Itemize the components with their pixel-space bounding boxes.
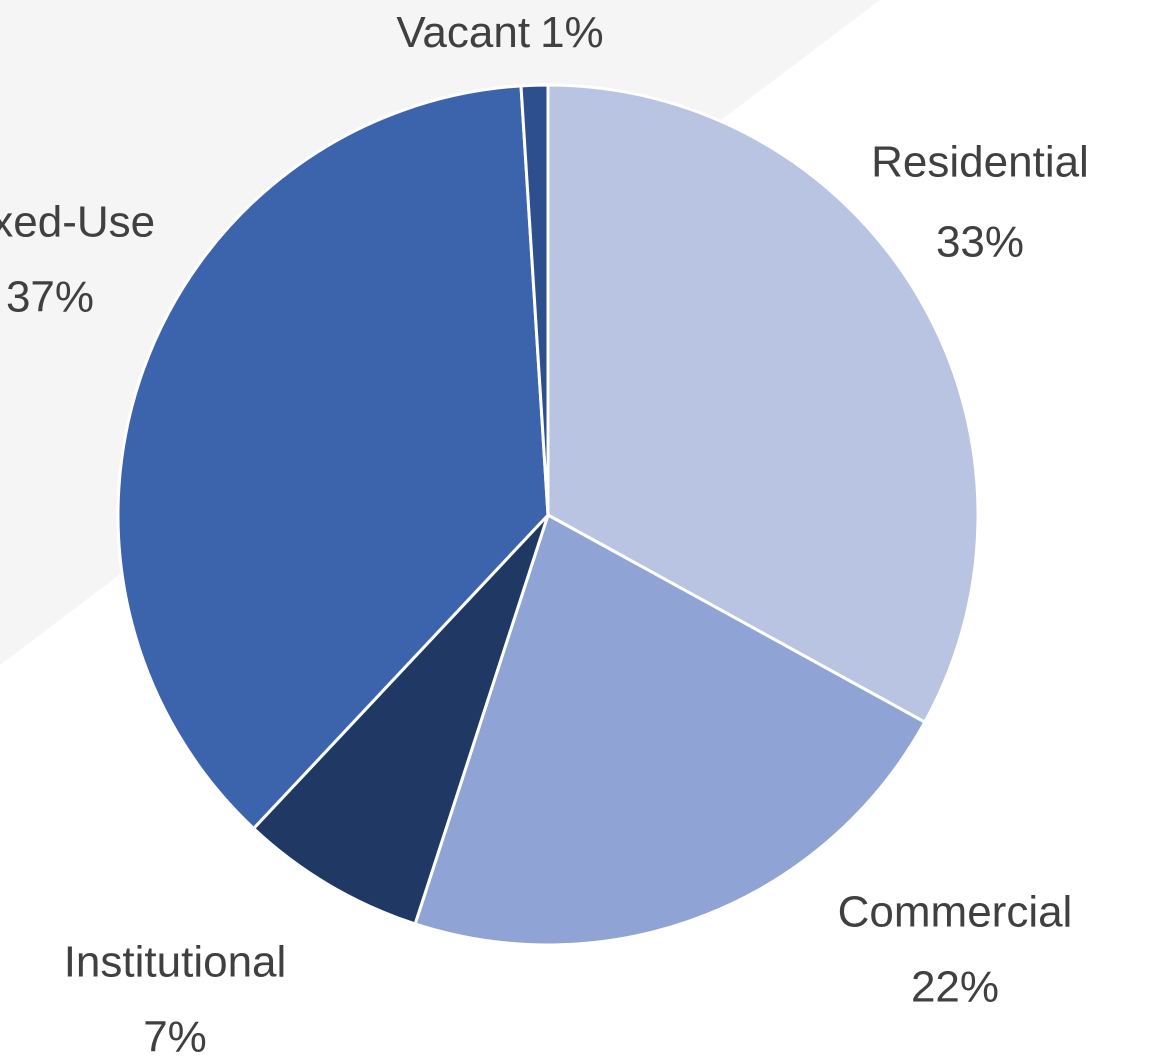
value-label: 37% (6, 273, 94, 322)
category-label: Mixed-Use (0, 198, 155, 247)
value-label: 22% (911, 963, 999, 1012)
category-label: Institutional (64, 938, 287, 987)
pie-slice (116, 84, 550, 831)
value-label: 7% (143, 1013, 207, 1062)
value-label: 1% (540, 8, 604, 57)
category-label: Commercial (838, 888, 1073, 937)
value-label: 33% (936, 218, 1024, 267)
pie-slice (413, 512, 927, 947)
pie-slice (546, 83, 980, 725)
category-label: Residential (871, 138, 1089, 187)
pie-slice (519, 83, 550, 516)
pie-slice (251, 513, 550, 926)
category-label: Vacant (396, 8, 530, 57)
data-label: Vacant 1% (396, 8, 603, 57)
